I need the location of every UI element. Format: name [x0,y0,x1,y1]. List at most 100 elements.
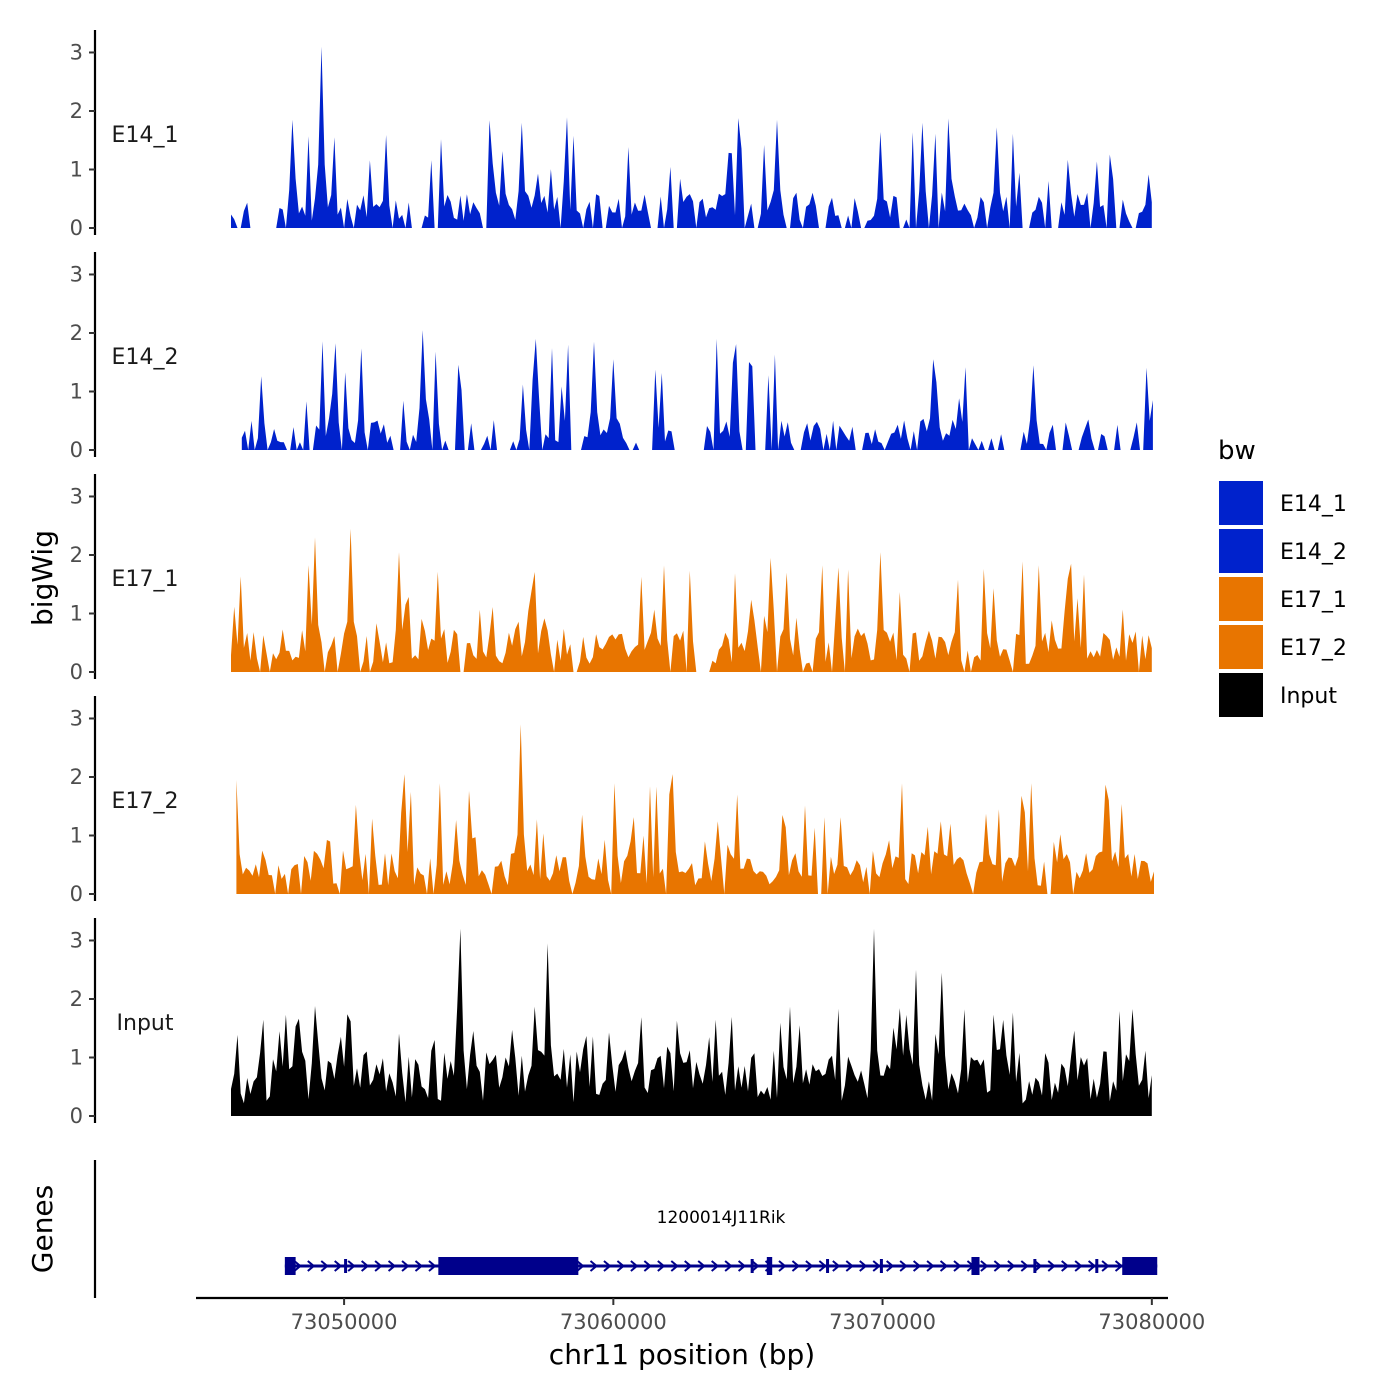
strand-arrow [293,1260,302,1272]
strand-arrow [1047,1260,1056,1272]
exon [971,1257,980,1275]
y-tick-label: 1 [70,379,83,403]
strand-arrow [886,1260,895,1272]
y-tick-label: 2 [70,321,83,345]
strand-arrow [307,1260,316,1272]
y-tick-label: 2 [70,543,83,567]
strand-arrow [360,1260,370,1272]
strand-arrow [320,1260,329,1272]
strand-arrow [589,1260,599,1272]
legend-item: E14_2 [1217,527,1347,575]
exon [284,1257,296,1275]
signal-area-E17_2 [236,724,1154,894]
exon [766,1257,773,1275]
strand-arrow [657,1260,666,1272]
strand-arrow [643,1260,652,1272]
bigwig-tracks: 0 1 2 3 E14_1 0 1 2 3 E14_2 0 1 2 3 E17_1 0 1 2 3 E17_2 0 1 2 3… [70,30,1154,1128]
track-E17_1: 0 1 2 3 E17_1 [70,474,1152,684]
y-tick-label: 2 [70,987,83,1011]
y-tick-label: 3 [70,40,83,64]
strand-arrow [414,1260,424,1272]
legend-swatch [1217,671,1265,719]
track-label: Input [117,1011,174,1036]
strand-arrow [724,1260,733,1272]
strand-arrow [428,1260,437,1272]
strand-arrow [993,1260,1002,1272]
strand-arrow [872,1260,881,1272]
gene-track-title: Genes [26,1185,59,1273]
y-tick-label: 0 [70,216,83,240]
exon [438,1257,579,1275]
strand-arrow [818,1260,827,1272]
x-tick-label: 73080000 [1098,1310,1205,1334]
legend-swatch [1217,623,1265,671]
y-tick-label: 3 [70,706,83,730]
y-tick-label: 3 [70,928,83,952]
strand-arrow [845,1260,854,1272]
strand-arrow [805,1260,814,1272]
y-tick-label: 3 [70,262,83,286]
legend-label: E17_2 [1280,636,1347,661]
y-tick-label: 0 [70,1104,83,1128]
track-label: E14_2 [112,345,179,370]
y-tick-label: 2 [70,765,83,789]
strand-arrow [912,1260,922,1272]
track-label: E17_1 [112,567,179,592]
signal-area-E14_1 [231,46,1152,228]
legend-item: Input [1217,671,1337,719]
legend: bw E14_1 E14_2 E17_1 E17_2 Input [1217,436,1347,719]
strand-arrow [1061,1260,1070,1272]
y-tick-label: 3 [70,484,83,508]
signal-area-E14_2 [241,330,1153,450]
strand-arrow [334,1260,343,1272]
y-tick-label: 1 [70,157,83,181]
y-tick-label: 0 [70,660,83,684]
legend-label: Input [1280,684,1337,709]
x-axis: 73050000 73060000 73070000 73080000 [196,1296,1205,1334]
y-tick-label: 1 [70,1045,83,1069]
signal-area-Input [231,928,1152,1116]
exon [1095,1259,1099,1273]
strand-arrow [347,1260,356,1272]
signal-area-E17_1 [231,528,1152,672]
strand-arrow [1087,1260,1097,1272]
legend-item: E17_1 [1217,575,1347,623]
exon [344,1259,348,1273]
track-E14_1: 0 1 2 3 E14_1 [70,30,1152,240]
strand-arrow [832,1260,841,1272]
exon [879,1259,883,1273]
strand-arrow [939,1260,949,1272]
strand-arrow [980,1260,989,1272]
track-E14_2: 0 1 2 3 E14_2 [70,252,1153,462]
strand-arrow [603,1260,612,1272]
legend-swatch [1217,527,1265,575]
y-tick-label: 1 [70,601,83,625]
gene-track: Genes 1200014J11Rik [26,1160,1158,1298]
strand-arrow [1034,1260,1043,1272]
legend-label: E14_2 [1280,540,1347,565]
x-tick-label: 73060000 [560,1310,667,1334]
strand-arrow [899,1260,908,1272]
legend-label: E17_1 [1280,588,1347,613]
legend-title: bw [1218,436,1256,466]
strand-arrow [576,1260,585,1272]
strand-arrow [697,1260,706,1272]
y-tick-label: 1 [70,823,83,847]
strand-arrow [953,1260,962,1272]
strand-arrow [711,1260,720,1272]
legend-item: E17_2 [1217,623,1347,671]
track-Input: 0 1 2 3 Input [70,918,1152,1128]
exon [750,1259,754,1273]
exon [826,1259,830,1273]
strand-arrow [751,1260,760,1272]
strand-arrow [684,1260,693,1272]
strand-arrow [670,1260,679,1272]
strand-arrow [1101,1260,1110,1272]
strand-arrow [778,1260,787,1272]
y-axis-title: bigWig [26,530,59,626]
strand-arrow [1020,1260,1029,1272]
gene-name-label: 1200014J11Rik [657,1208,786,1228]
strand-arrow [616,1260,625,1272]
x-axis-title: chr11 position (bp) [549,1338,815,1371]
